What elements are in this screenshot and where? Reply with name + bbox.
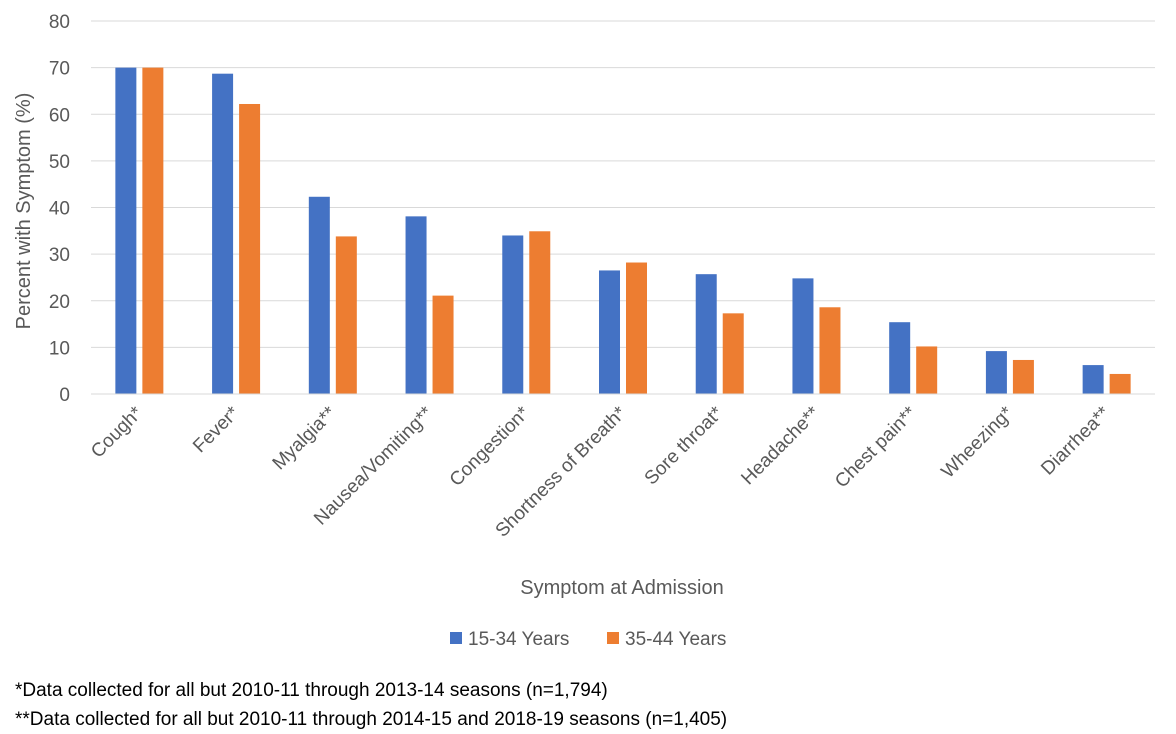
y-tick-label: 20 <box>49 292 70 313</box>
x-tick-label: Cough* <box>87 402 147 462</box>
y-tick-label: 30 <box>49 245 70 266</box>
bar-series-1 <box>792 278 814 394</box>
y-tick-label: 10 <box>49 338 70 359</box>
bar-series-1 <box>115 67 137 394</box>
x-tick-label: Diarrhea** <box>1037 402 1114 479</box>
footnote-2: **Data collected for all but 2010-11 thr… <box>15 709 728 730</box>
legend-label: 35-44 Years <box>625 629 726 650</box>
bar-series-1 <box>889 322 911 394</box>
bar-series-2 <box>335 236 357 394</box>
bar-series-2 <box>722 313 744 394</box>
x-tick-label: Congestion* <box>446 402 534 490</box>
y-tick-label: 0 <box>59 385 70 406</box>
legend-swatch <box>450 632 462 644</box>
x-tick-label: Wheezing* <box>938 402 1018 482</box>
bar-series-2 <box>529 231 551 394</box>
y-tick-label: 40 <box>49 199 70 220</box>
y-axis-title: Percent with Symptom (%) <box>13 93 35 330</box>
x-axis-tick-labels: Cough* Fever* Myalgia**Nausea/Vomiting** Co… <box>87 402 1114 541</box>
bar-series-1 <box>502 235 524 394</box>
y-tick-label: 60 <box>49 105 70 126</box>
bar-series-1 <box>599 270 620 394</box>
bar-series-1 <box>1082 365 1104 394</box>
gridlines <box>91 20 1155 348</box>
x-tick-label: Headache** <box>737 402 824 489</box>
bar-series-2 <box>916 346 938 394</box>
x-tick-label: Fever* <box>189 402 244 457</box>
bar-series-2 <box>142 67 164 394</box>
bar-series-2 <box>819 307 841 394</box>
x-tick-label: Sore throat* <box>641 402 728 489</box>
bar-series-1 <box>405 216 427 394</box>
legend-label: 15-34 Years <box>468 629 569 650</box>
bar-series-2 <box>626 262 647 394</box>
bar-series-2 <box>1012 359 1034 394</box>
y-tick-label: 80 <box>49 12 70 33</box>
legend-swatch <box>607 632 619 644</box>
x-tick-label: Myalgia** <box>269 402 341 474</box>
bar-series-2 <box>239 103 261 395</box>
bar-series-2 <box>1109 373 1131 394</box>
bar-series-2 <box>432 295 454 394</box>
bar-series-1 <box>308 196 330 394</box>
bars <box>115 67 1131 395</box>
x-axis-title: Symptom at Admission <box>520 577 723 599</box>
y-tick-label: 70 <box>49 59 70 80</box>
x-tick-label: Chest pain** <box>831 402 921 492</box>
legend: 15-34 Years 35-44 Years <box>450 629 726 650</box>
bar-series-1 <box>212 73 234 394</box>
y-axis-tick-labels: 0 10 20 30 40 50 60 70 80 <box>49 12 70 406</box>
footnotes: *Data collected for all but 2010-11 thro… <box>15 676 727 734</box>
bar-series-1 <box>985 351 1007 394</box>
bar-series-1 <box>695 274 717 394</box>
footnote-1: *Data collected for all but 2010-11 thro… <box>15 680 608 701</box>
y-tick-label: 50 <box>49 152 70 173</box>
